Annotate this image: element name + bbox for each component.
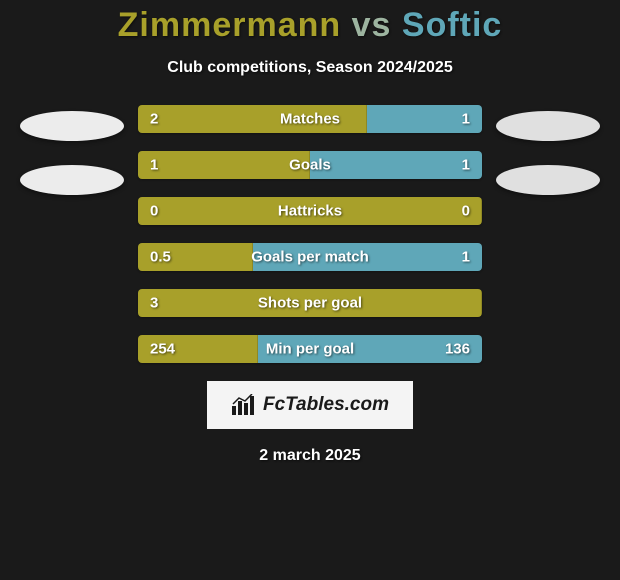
- title-player2: Softic: [402, 6, 502, 44]
- footer-logo-text: FcTables.com: [263, 394, 389, 416]
- stat-label: Goals: [289, 157, 331, 174]
- avatar-column-right: [496, 105, 600, 195]
- stat-row: 254 136 Min per goal: [138, 335, 482, 363]
- avatar-column-left: [20, 105, 124, 195]
- stat-value-right: 0: [462, 203, 470, 220]
- stat-row: 0.5 1 Goals per match: [138, 243, 482, 271]
- stat-value-left: 2: [150, 111, 158, 128]
- stat-label: Hattricks: [278, 203, 342, 220]
- stat-value-right: 1: [462, 111, 470, 128]
- footer-logo: FcTables.com: [207, 381, 413, 429]
- stat-row: 3 Shots per goal: [138, 289, 482, 317]
- infographic-container: Zimmermann vs Softic Club competitions, …: [0, 0, 620, 465]
- stat-label: Goals per match: [251, 249, 369, 266]
- stat-label: Shots per goal: [258, 295, 362, 312]
- stat-row: 1 1 Goals: [138, 151, 482, 179]
- chart-icon: [231, 394, 257, 416]
- date-label: 2 march 2025: [0, 447, 620, 465]
- stat-value-left: 0: [150, 203, 158, 220]
- player-avatar: [20, 111, 124, 141]
- stat-segment-left: [138, 151, 310, 179]
- player-avatar: [20, 165, 124, 195]
- stat-value-right: 1: [462, 249, 470, 266]
- subtitle: Club competitions, Season 2024/2025: [0, 59, 620, 77]
- player-avatar: [496, 111, 600, 141]
- stat-label: Matches: [280, 111, 340, 128]
- stat-value-right: 136: [445, 341, 470, 358]
- player-avatar: [496, 165, 600, 195]
- stat-value-right: 1: [462, 157, 470, 174]
- stat-row: 2 1 Matches: [138, 105, 482, 133]
- stat-value-left: 254: [150, 341, 175, 358]
- stats-area: 2 1 Matches 1 1 Goals 0 0 Hattricks 0.5 1 Goals per…: [0, 105, 620, 363]
- stat-label: Min per goal: [266, 341, 354, 358]
- stat-value-left: 1: [150, 157, 158, 174]
- stat-row: 0 0 Hattricks: [138, 197, 482, 225]
- stat-segment-right: [310, 151, 482, 179]
- title-player1: Zimmermann: [118, 6, 342, 44]
- stat-value-left: 3: [150, 295, 158, 312]
- stat-bars: 2 1 Matches 1 1 Goals 0 0 Hattricks 0.5 1 Goals per…: [138, 105, 482, 363]
- stat-value-left: 0.5: [150, 249, 171, 266]
- title-vs: vs: [352, 6, 392, 44]
- comparison-title: Zimmermann vs Softic: [0, 6, 620, 45]
